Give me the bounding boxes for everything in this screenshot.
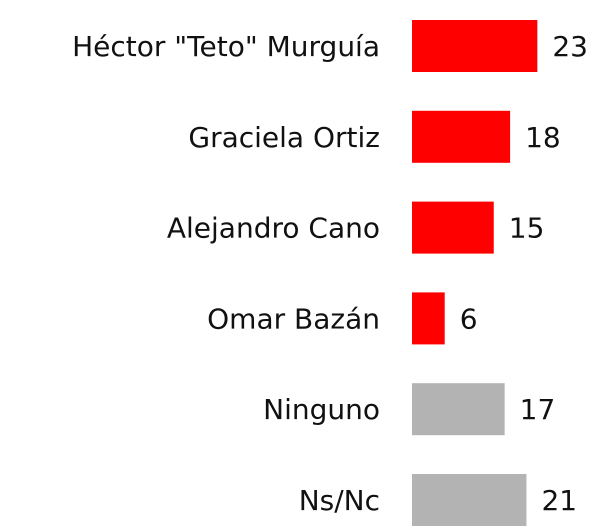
- bar: [412, 474, 527, 526]
- category-label: Omar Bazán: [207, 302, 380, 335]
- category-label: Ninguno: [263, 393, 380, 426]
- value-label: 21: [541, 484, 577, 517]
- category-label: Alejandro Cano: [167, 212, 380, 245]
- category-label: Ns/Nc: [299, 484, 380, 517]
- bar: [412, 201, 494, 254]
- category-label: Héctor "Teto" Murguía: [72, 30, 380, 63]
- value-label: 23: [552, 30, 588, 63]
- category-label: Graciela Ortiz: [188, 121, 380, 154]
- bar: [412, 292, 445, 345]
- value-label: 15: [509, 212, 545, 245]
- value-label: 18: [525, 121, 561, 154]
- bar: [412, 110, 511, 163]
- bar: [412, 383, 505, 436]
- bar: [412, 20, 538, 72]
- value-label: 17: [520, 393, 556, 426]
- value-label: 6: [460, 302, 478, 335]
